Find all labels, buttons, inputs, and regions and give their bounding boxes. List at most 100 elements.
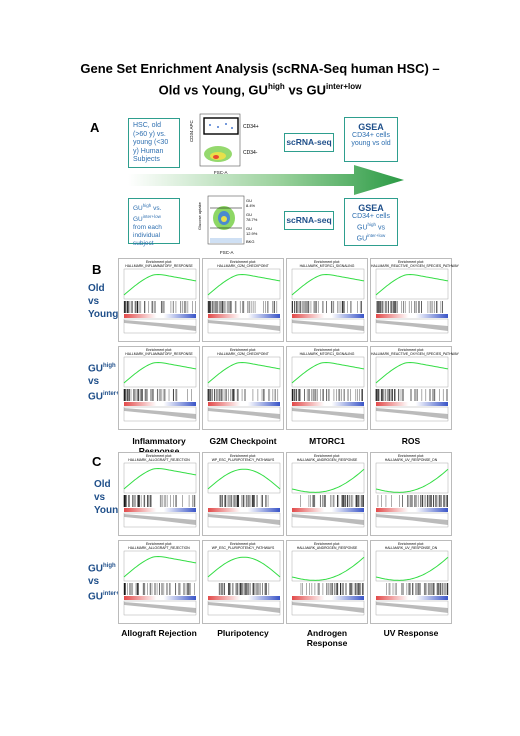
c-plot-7-gene-set: HALLMARK_UV_RESPONSE_DN xyxy=(384,546,438,551)
b-plot-6-heading: Enrichment plot: xyxy=(314,348,340,352)
b-plot-6-gene-set: HALLMARK_MTORC1_SIGNALING xyxy=(299,352,355,357)
es-curve xyxy=(207,468,281,490)
gsea-box-1-title: GSEA xyxy=(358,122,384,132)
ranked-metric-area xyxy=(376,320,448,332)
b-column-label-0: Inflammatory Response xyxy=(132,436,186,456)
c-column-label-3: UV Response xyxy=(383,628,439,638)
es-curve xyxy=(291,274,365,296)
es-panel-frame xyxy=(123,269,197,300)
c-plot-6-heading: Enrichment plot: xyxy=(314,542,340,546)
c-plot-0-heading: Enrichment plot: xyxy=(146,454,172,458)
panel-a-label: A xyxy=(90,120,100,135)
c-column-label-2: Androgen Response xyxy=(306,628,348,648)
metric-panel-frame xyxy=(291,513,365,528)
ranked-metric-area xyxy=(292,602,364,614)
b-plot-7-gene-set: HALLMARK_REACTIVE_OXYGEN_SPECIES_PATHWAY xyxy=(371,352,459,357)
flow1-gate-top: CD34+ xyxy=(243,124,259,130)
b-plot-5-gene-set: HALLMARK_G2M_CHECKPOINT xyxy=(217,352,269,357)
metric-panel-frame xyxy=(207,407,281,422)
es-curve xyxy=(207,556,281,578)
gsea-box-1: GSEA CD34+ cells young vs old xyxy=(344,117,398,162)
flow1-xlabel: FSC-A xyxy=(214,170,228,175)
ranked-metric-area xyxy=(208,602,280,614)
c-plot-4-gene-set: HALLMARK_ALLOGRAFT_REJECTION xyxy=(128,546,190,551)
c-plot-2: Enrichment plot: HALLMARK_ANDROGEN_RESPON… xyxy=(286,452,368,536)
es-curve xyxy=(207,274,281,296)
ranked-metric-area xyxy=(376,408,448,420)
metric-panel-frame xyxy=(375,513,449,528)
rank-colour-bar xyxy=(292,508,364,513)
b-plot-3: Enrichment plot: HALLMARK_REACTIVE_OXYGEN… xyxy=(370,258,459,342)
metric-panel-frame xyxy=(291,601,365,616)
c-plot-6-graphic xyxy=(291,551,365,616)
es-panel-frame xyxy=(375,269,449,300)
es-panel-frame xyxy=(123,551,197,582)
es-panel-frame xyxy=(207,269,281,300)
b-column-label-2: MTORC1 xyxy=(309,436,345,446)
b-plot-1-gene-set: HALLMARK_G2M_CHECKPOINT xyxy=(217,264,269,269)
b-plot-5-heading: Enrichment plot: xyxy=(230,348,256,352)
rank-colour-bar xyxy=(376,508,448,513)
es-curve xyxy=(375,274,449,296)
es-panel-frame xyxy=(123,463,197,494)
panel-c-row2-label: GUhigh vs GUinter+low xyxy=(88,563,130,603)
b-plot-0: Enrichment plot: HALLMARK_INFLAMMATORY_RE… xyxy=(118,258,200,342)
es-curve xyxy=(123,274,197,296)
metric-panel-frame xyxy=(207,601,281,616)
es-panel-frame xyxy=(291,269,365,300)
c-plot-0-gene-set: HALLMARK_ALLOGRAFT_REJECTION xyxy=(128,458,190,463)
b-plot-1-graphic xyxy=(207,269,281,334)
metric-panel-frame xyxy=(207,513,281,528)
b-plot-1: Enrichment plot: HALLMARK_G2M_CHECKPOINT xyxy=(202,258,284,342)
c-plot-4-graphic xyxy=(123,551,197,616)
gsea-box-2-title: GSEA xyxy=(358,203,384,213)
es-curve xyxy=(375,469,449,494)
ranked-metric-area xyxy=(124,320,196,332)
flow2-gate3-value: 12.9% xyxy=(246,231,258,236)
b-plot-4-heading: Enrichment plot: xyxy=(146,348,172,352)
c-plot-4: Enrichment plot: HALLMARK_ALLOGRAFT_REJEC… xyxy=(118,540,200,624)
b-plot-6-graphic xyxy=(291,357,365,422)
c-plot-1-graphic xyxy=(207,463,281,528)
metric-panel-frame xyxy=(123,319,197,334)
flow-plot-cd34: CD34 APC FSC-A CD34+ CD34- xyxy=(188,112,270,175)
es-curve xyxy=(123,362,197,384)
flow2-ylabel: Glucose uptake xyxy=(197,201,202,230)
es-curve xyxy=(375,362,449,384)
c-plot-7: Enrichment plot: HALLMARK_UV_RESPONSE_DN xyxy=(370,540,452,624)
ranked-metric-area xyxy=(292,514,364,526)
metric-panel-frame xyxy=(123,513,197,528)
b-column-label-3: ROS xyxy=(401,436,421,446)
es-panel-frame xyxy=(207,551,281,582)
c-plot-2-gene-set: HALLMARK_ANDROGEN_RESPONSE xyxy=(296,458,358,463)
metric-panel-frame xyxy=(375,407,449,422)
c-plot-5-gene-set: WP_ESC_PLURIPOTENCY_PATHWAYS xyxy=(211,546,275,551)
c-plot-7-heading: Enrichment plot: xyxy=(398,542,424,546)
c-column-label-1: Pluripotency xyxy=(217,628,269,638)
c-plot-5-heading: Enrichment plot: xyxy=(230,542,256,546)
b-plot-3-heading: Enrichment plot: xyxy=(398,260,424,264)
es-panel-frame xyxy=(375,357,449,388)
scrna-seq-box-1: scRNA-seq xyxy=(284,133,334,152)
rank-colour-bar xyxy=(292,402,364,407)
b-column-label-1: G2M Checkpoint xyxy=(209,436,277,446)
ranked-metric-area xyxy=(124,602,196,614)
flow2-xlabel: FSC-A xyxy=(220,250,234,255)
rank-colour-bar xyxy=(208,596,280,601)
es-panel-frame xyxy=(123,357,197,388)
flow2-gate1: GU xyxy=(246,198,252,203)
es-curve xyxy=(207,362,281,384)
c-plot-1-heading: Enrichment plot: xyxy=(230,454,256,458)
b-plot-3-graphic xyxy=(375,269,449,334)
b-plot-0-gene-set: HALLMARK_INFLAMMATORY_RESPONSE xyxy=(125,264,193,269)
flow-plot-glucose-svg: Glucose uptake FSC-A GU 8.4% GU 78.7% GU… xyxy=(197,195,258,255)
es-panel-frame xyxy=(207,357,281,388)
c-plot-6-gene-set: HALLMARK_ANDROGEN_RESPONSE xyxy=(296,546,358,551)
ranked-metric-area xyxy=(208,320,280,332)
old-young-subjects-box: HSC, old (>60 y) vs. young (<30 y) Human… xyxy=(128,118,180,168)
es-curve xyxy=(291,469,365,494)
b-plot-6: Enrichment plot: HALLMARK_MTORC1_SIGNALIN… xyxy=(286,346,368,430)
b-plot-7-heading: Enrichment plot: xyxy=(398,348,424,352)
b-plot-0-graphic xyxy=(123,269,197,334)
es-panel-frame xyxy=(291,463,365,494)
